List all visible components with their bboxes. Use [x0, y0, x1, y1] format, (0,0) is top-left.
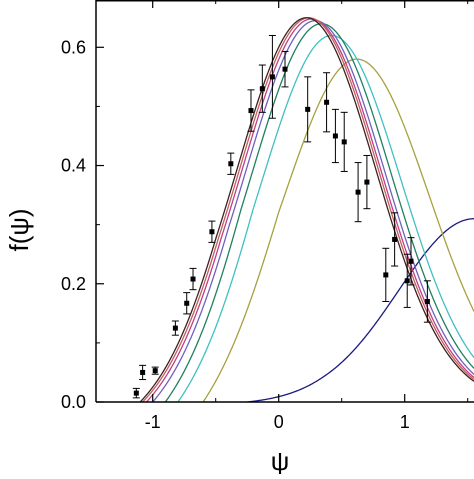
data-marker: [341, 139, 347, 145]
data-point-5: [183, 292, 191, 315]
fit-curve-7: [142, 17, 474, 402]
fit-curve-5: [152, 20, 474, 402]
data-marker: [355, 189, 361, 195]
fit-curve-1: [247, 218, 474, 402]
axes: -1 0 1 0.0 0.2 0.4 0.6: [61, 0, 474, 432]
data-point-9: [247, 89, 255, 132]
fit-curve-3: [177, 34, 474, 402]
y-tick-label: 0.6: [61, 37, 86, 57]
data-point-2: [139, 364, 147, 381]
x-tick-label: -1: [145, 412, 161, 432]
data-marker: [248, 108, 254, 114]
data-point-6: [189, 267, 197, 291]
data-marker: [152, 368, 158, 374]
data-point-20: [391, 212, 399, 267]
data-point-18: [363, 154, 371, 210]
data-marker: [404, 278, 410, 284]
data-point-4: [171, 320, 179, 336]
y-tick-label: 0.2: [61, 274, 86, 294]
data-point-11: [268, 34, 276, 119]
data-marker: [140, 369, 146, 375]
data-marker: [172, 325, 178, 331]
data-point-16: [340, 111, 348, 172]
data-marker: [133, 390, 139, 396]
y-tick-label: 0.0: [61, 392, 86, 412]
data-marker: [282, 66, 288, 72]
data-marker: [424, 299, 430, 304]
data-point-8: [227, 152, 235, 175]
data-point-21: [403, 253, 411, 308]
data-point-15: [331, 108, 339, 164]
data-marker: [228, 161, 234, 167]
data-point-14: [323, 72, 331, 133]
data-marker: [190, 276, 196, 282]
data-points: [132, 34, 431, 399]
x-axis-title: ψ: [271, 446, 290, 474]
data-point-7: [208, 220, 216, 243]
x-tick-label: 0: [274, 412, 284, 432]
data-point-22: [407, 237, 415, 286]
fit-curve-4: [164, 23, 474, 402]
data-marker: [269, 74, 275, 80]
data-point-23: [423, 280, 431, 323]
data-marker: [305, 106, 311, 112]
data-point-13: [304, 76, 312, 143]
data-marker: [184, 300, 190, 306]
data-point-12: [281, 50, 289, 88]
data-marker: [392, 236, 398, 242]
data-marker: [259, 86, 265, 92]
x-tick-label: 1: [400, 412, 410, 432]
fit-curve-2: [202, 58, 474, 402]
data-point-10: [258, 64, 266, 113]
fit-curve-8: [139, 17, 474, 402]
data-point-19: [382, 247, 390, 302]
data-marker: [383, 272, 389, 278]
data-marker: [408, 258, 414, 264]
y-tick-label: 0.4: [61, 156, 86, 176]
data-marker: [332, 133, 338, 139]
data-point-17: [354, 162, 362, 223]
data-point-1: [132, 387, 140, 399]
data-marker: [209, 229, 215, 235]
data-marker: [364, 179, 370, 185]
y-axis-title: f(ψ): [4, 208, 34, 251]
data-marker: [324, 99, 330, 105]
fit-curves: [139, 17, 474, 402]
data-point-3: [151, 366, 159, 375]
